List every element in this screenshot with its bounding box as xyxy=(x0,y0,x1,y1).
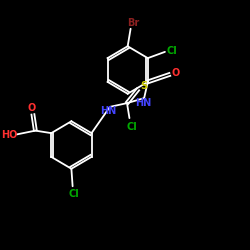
Text: O: O xyxy=(28,103,36,113)
Text: S: S xyxy=(140,82,147,91)
Text: Cl: Cl xyxy=(68,189,79,199)
Text: HN: HN xyxy=(100,106,117,117)
Text: O: O xyxy=(172,68,180,78)
Text: HN: HN xyxy=(135,98,151,108)
Text: Br: Br xyxy=(127,18,139,28)
Text: HO: HO xyxy=(1,130,17,140)
Text: Cl: Cl xyxy=(126,122,137,132)
Text: Cl: Cl xyxy=(166,46,177,56)
